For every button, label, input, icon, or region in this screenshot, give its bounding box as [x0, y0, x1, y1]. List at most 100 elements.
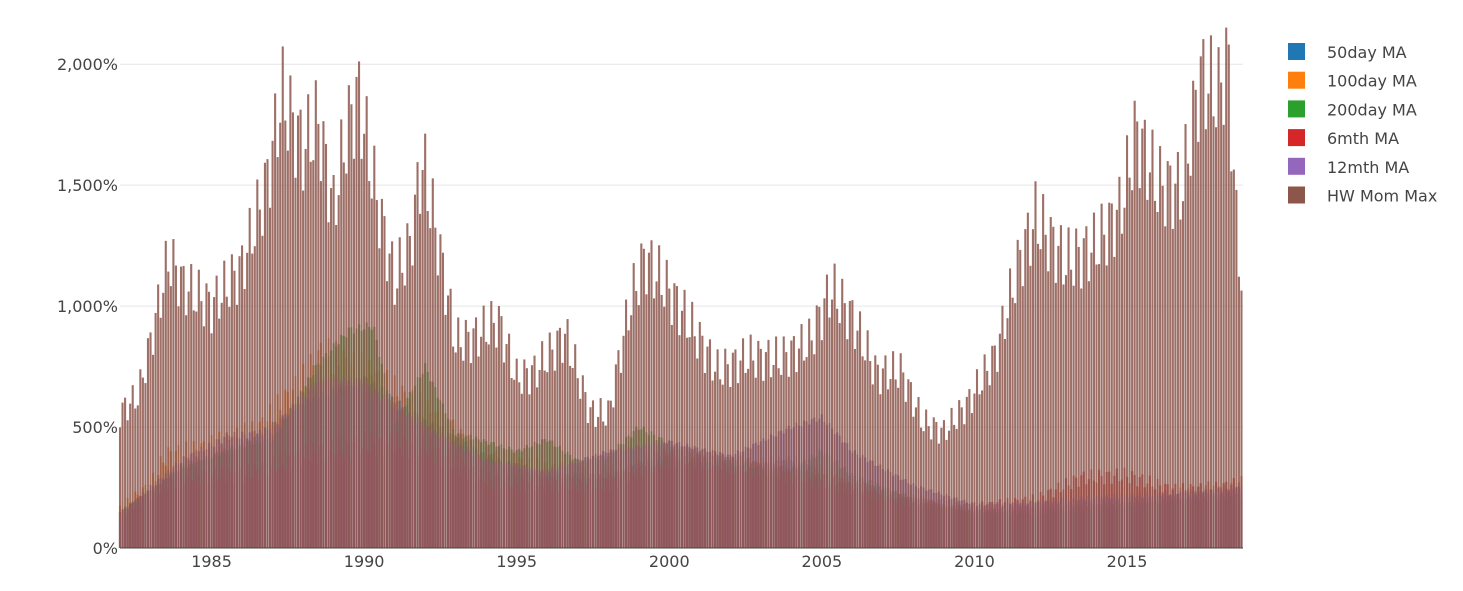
bar	[319, 181, 322, 548]
bar	[134, 408, 137, 548]
bar	[576, 378, 579, 548]
bar	[792, 336, 795, 548]
bar	[874, 355, 877, 548]
bar	[1138, 188, 1141, 548]
bar	[892, 351, 895, 548]
legend-swatch	[1288, 43, 1305, 60]
bar	[953, 424, 956, 548]
bar	[1103, 234, 1106, 549]
bar	[269, 207, 272, 548]
bar	[1181, 201, 1185, 548]
bar	[686, 337, 689, 548]
legend-item[interactable]: 200day MA	[1288, 100, 1417, 119]
bar	[607, 400, 610, 548]
bar	[1235, 189, 1238, 549]
bar	[785, 352, 788, 548]
bar	[279, 122, 282, 548]
bar	[424, 133, 427, 549]
legend-label: HW Mom Max	[1327, 187, 1437, 206]
bar	[1059, 225, 1062, 548]
bar	[625, 299, 628, 548]
bar	[947, 430, 951, 548]
bar	[464, 319, 467, 548]
bar	[1141, 128, 1144, 548]
bar	[742, 338, 745, 548]
legend-item[interactable]: HW Mom Max	[1288, 186, 1437, 206]
bar	[207, 291, 211, 548]
bar	[1115, 209, 1118, 549]
bar	[419, 213, 422, 549]
bar	[370, 198, 373, 548]
bar	[749, 334, 752, 548]
bar	[650, 240, 653, 548]
bar	[205, 283, 208, 548]
bar	[1080, 288, 1083, 548]
bar	[1227, 44, 1230, 548]
legend-item[interactable]: 6mth MA	[1288, 129, 1399, 148]
bar	[1146, 199, 1149, 549]
bar	[780, 374, 783, 548]
bar	[586, 423, 589, 548]
bar	[1006, 318, 1009, 548]
bar	[1156, 212, 1159, 548]
bar	[683, 289, 686, 548]
bar	[996, 371, 999, 548]
bar	[836, 308, 839, 548]
bar	[401, 272, 404, 548]
bar	[136, 405, 139, 548]
bar	[736, 383, 739, 548]
bar	[174, 265, 177, 548]
bar	[622, 335, 625, 548]
bar	[678, 335, 681, 548]
bar	[1207, 93, 1210, 548]
bar	[421, 169, 424, 548]
bar	[861, 356, 864, 548]
bar	[917, 397, 920, 548]
bar	[932, 417, 935, 548]
x-tick-label: 2010	[954, 552, 995, 571]
bar	[1232, 169, 1235, 548]
bar	[1019, 249, 1022, 548]
bar	[1011, 297, 1014, 548]
bar	[480, 336, 483, 548]
legend-item[interactable]: 12mth MA	[1288, 157, 1409, 177]
legend-item[interactable]: 50day MA	[1288, 43, 1407, 62]
bar	[332, 174, 335, 548]
bar	[940, 427, 943, 548]
bar	[281, 46, 284, 549]
bar	[1014, 303, 1017, 548]
bar	[263, 162, 266, 549]
bar	[398, 237, 401, 548]
bar	[192, 310, 195, 548]
bar-series-hw-mom-max	[118, 27, 1243, 549]
bar	[696, 358, 699, 548]
bar	[330, 188, 333, 548]
bar	[1049, 217, 1052, 548]
bar	[1148, 172, 1151, 548]
bar	[439, 234, 442, 548]
bar	[355, 76, 358, 548]
legend-label: 100day MA	[1327, 72, 1417, 91]
bar	[548, 332, 551, 548]
bar	[843, 303, 846, 548]
bar	[378, 248, 381, 548]
bar	[800, 324, 803, 548]
bar	[241, 245, 244, 548]
bar	[541, 341, 544, 548]
legend-item[interactable]: 100day MA	[1288, 71, 1417, 91]
bar	[978, 394, 981, 548]
bar	[871, 384, 874, 548]
bar	[726, 364, 729, 548]
bar	[340, 119, 343, 548]
bar	[152, 354, 155, 548]
bar	[1042, 194, 1045, 548]
bar	[869, 361, 872, 548]
bar	[317, 123, 320, 548]
legend-swatch	[1288, 186, 1305, 204]
bar	[441, 252, 445, 548]
bar	[797, 348, 801, 548]
bar	[714, 371, 717, 548]
bar	[930, 439, 933, 548]
legend[interactable]: 50day MA 100day MA 200day MA 6mth MA 12mth M…	[1288, 43, 1437, 206]
bar	[350, 104, 353, 548]
